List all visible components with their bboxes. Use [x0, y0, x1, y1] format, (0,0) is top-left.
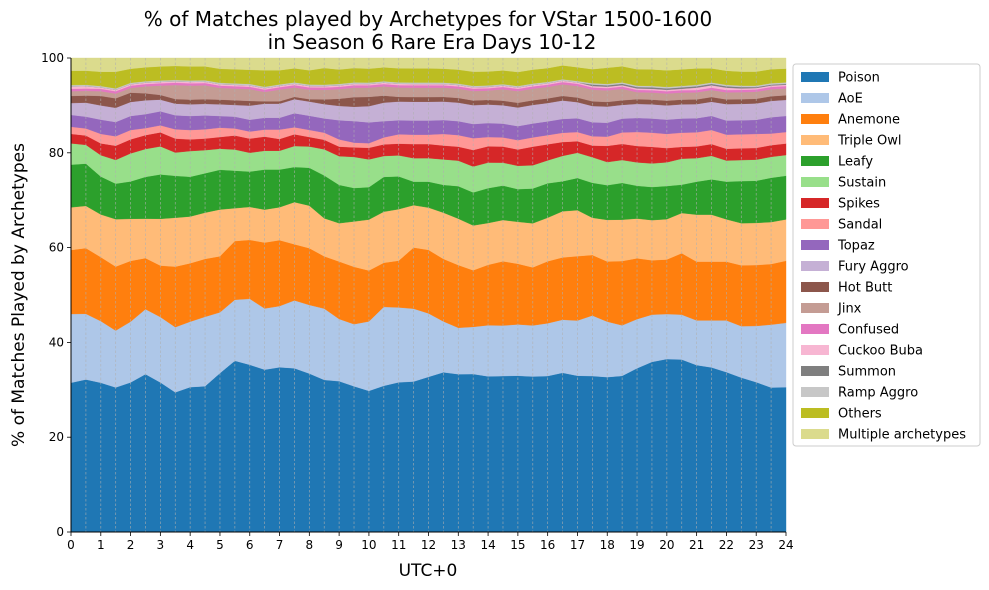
x-tick-label: 17 [570, 538, 585, 552]
legend-label-sandal: Sandal [838, 218, 882, 233]
legend-label-leafy: Leafy [838, 155, 873, 170]
x-axis-label: UTC+0 [399, 561, 458, 581]
y-tick-label: 20 [49, 430, 64, 444]
x-axis-ticks: 0 1 2 3 4 5 6 7 8 9 10 11 12 13 14 15 16 17 18 19 20 21 22 23 24 [67, 532, 794, 552]
x-tick-label: 16 [540, 538, 555, 552]
legend-label-anemone: Anemone [838, 113, 900, 128]
x-tick-label: 6 [246, 538, 254, 552]
y-tick-label: 100 [41, 51, 64, 65]
legend-swatch-others [801, 408, 829, 418]
legend-label-ramp-aggro: Ramp Aggro [838, 386, 918, 401]
legend-swatch-sustain [801, 177, 829, 187]
x-tick-label: 18 [600, 538, 615, 552]
legend-label-spikes: Spikes [838, 197, 880, 212]
x-tick-label: 9 [335, 538, 343, 552]
x-tick-label: 8 [306, 538, 314, 552]
x-tick-label: 3 [157, 538, 165, 552]
y-tick-label: 0 [56, 525, 64, 539]
legend-swatch-ramp-aggro [801, 387, 829, 397]
legend-swatch-poison [801, 72, 829, 82]
legend-label-topaz: Topaz [837, 239, 875, 254]
legend-swatch-multiple-archetypes [801, 429, 829, 439]
legend-box [792, 63, 981, 447]
x-tick-label: 14 [480, 538, 495, 552]
legend-swatch-topaz [801, 240, 829, 250]
legend-label-poison: Poison [838, 71, 880, 86]
legend-label-confused: Confused [838, 323, 899, 338]
chart-title-line-1: % of Matches played by Archetypes for VS… [144, 7, 713, 31]
x-tick-label: 22 [719, 538, 734, 552]
legend-swatch-sandal [801, 219, 829, 229]
x-tick-label: 2 [127, 538, 135, 552]
legend-label-hot-butt: Hot Butt [838, 281, 892, 296]
legend-swatch-anemone [801, 114, 829, 124]
legend-label-summon: Summon [838, 365, 896, 380]
x-tick-label: 24 [778, 538, 793, 552]
y-axis-label: % of Matches Played by Archetypes [9, 143, 29, 447]
legend-swatch-hot-butt [801, 282, 829, 292]
y-axis-ticks: 0 20 40 60 80 100 [41, 51, 71, 539]
x-tick-label: 5 [216, 538, 224, 552]
y-tick-label: 60 [49, 241, 64, 255]
chart-title-line-2: in Season 6 Rare Era Days 10-12 [268, 30, 597, 54]
x-tick-label: 19 [629, 538, 644, 552]
x-tick-label: 12 [421, 538, 436, 552]
legend-label-multiple-archetypes: Multiple archetypes [838, 428, 966, 443]
vertical-grid [85, 58, 772, 532]
legend-label-cuckoo-buba: Cuckoo Buba [838, 344, 923, 359]
legend-label-fury-aggro: Fury Aggro [838, 260, 909, 275]
legend-swatch-summon [801, 366, 829, 376]
x-tick-label: 21 [689, 538, 704, 552]
x-tick-label: 1 [97, 538, 105, 552]
x-tick-label: 20 [659, 538, 674, 552]
legend-swatch-leafy [801, 156, 829, 166]
legend-swatch-spikes [801, 198, 829, 208]
legend-label-triple-owl: Triple Owl [837, 134, 901, 149]
legend: Poison AoE Anemone Triple Owl Leafy Sustain Sp… [792, 63, 981, 447]
legend-swatch-aoe [801, 93, 829, 103]
y-tick-label: 40 [49, 335, 64, 349]
x-tick-label: 0 [67, 538, 75, 552]
legend-swatch-triple-owl [801, 135, 829, 145]
x-tick-label: 10 [361, 538, 376, 552]
x-tick-label: 11 [391, 538, 406, 552]
y-tick-label: 80 [49, 146, 64, 160]
legend-swatch-fury-aggro [801, 261, 829, 271]
legend-label-aoe: AoE [838, 92, 863, 107]
legend-label-sustain: Sustain [838, 176, 886, 191]
x-tick-label: 23 [749, 538, 764, 552]
x-tick-label: 13 [451, 538, 466, 552]
legend-swatch-confused [801, 324, 829, 334]
x-tick-label: 4 [186, 538, 194, 552]
legend-swatch-cuckoo-buba [801, 345, 829, 355]
legend-label-others: Others [838, 407, 882, 422]
legend-swatch-jinx [801, 303, 829, 313]
x-tick-label: 15 [510, 538, 525, 552]
legend-label-jinx: Jinx [837, 302, 862, 317]
x-tick-label: 7 [276, 538, 284, 552]
